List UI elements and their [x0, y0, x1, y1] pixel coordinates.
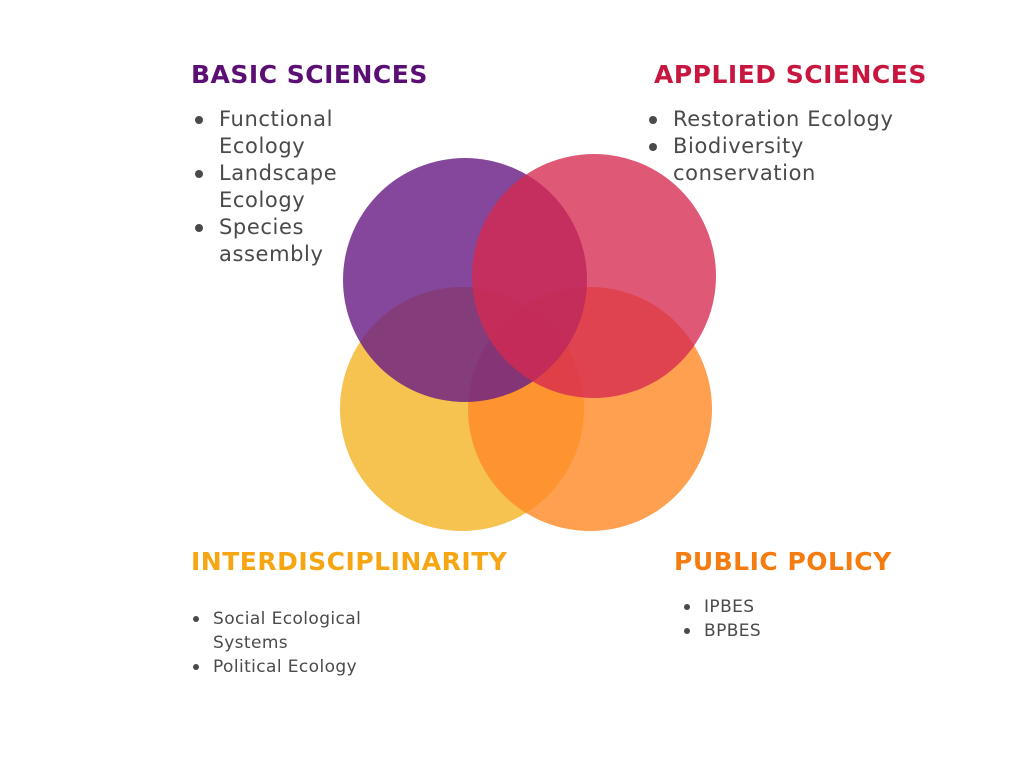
- basic-sciences-list: Functional Ecology Landscape Ecology Spe…: [191, 106, 371, 268]
- list-item: Species assembly: [191, 214, 371, 268]
- applied-sciences-circle: [472, 154, 716, 398]
- public-policy-list: IPBES BPBES: [682, 595, 882, 643]
- list-item: Functional Ecology: [191, 106, 371, 160]
- basic-sciences-title: BASIC SCIENCES: [191, 60, 428, 89]
- applied-sciences-title: APPLIED SCIENCES: [654, 60, 927, 89]
- list-item: Biodiversity conservation: [645, 133, 935, 187]
- list-item: Landscape Ecology: [191, 160, 371, 214]
- interdisciplinarity-title: INTERDISCIPLINARITY: [191, 547, 508, 576]
- public-policy-title: PUBLIC POLICY: [674, 547, 892, 576]
- list-item: Political Ecology: [191, 655, 411, 679]
- list-item: Social Ecological Systems: [191, 607, 411, 655]
- list-item: IPBES: [682, 595, 882, 619]
- applied-sciences-list: Restoration Ecology Biodiversity conserv…: [645, 106, 935, 187]
- list-item: Restoration Ecology: [645, 106, 935, 133]
- list-item: BPBES: [682, 619, 882, 643]
- interdisciplinarity-list: Social Ecological Systems Political Ecol…: [191, 607, 411, 679]
